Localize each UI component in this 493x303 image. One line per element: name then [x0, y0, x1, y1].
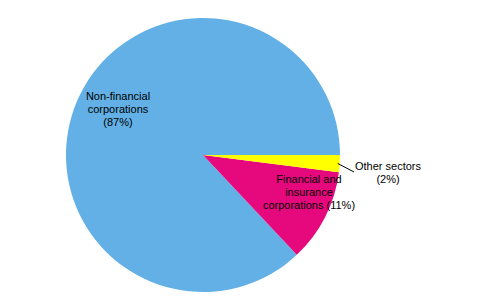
data-label: Other sectors(2%): [355, 160, 422, 185]
data-label: Financial andinsurancecorporations (11%): [263, 173, 355, 211]
leader-line: [338, 163, 354, 172]
slice: [203, 155, 340, 172]
category-label: Non-financial: [86, 90, 150, 102]
category-label: Financial and: [276, 173, 341, 185]
category-label: Other sectors: [355, 160, 422, 172]
value-label: (2%): [376, 173, 399, 185]
value-label: (87%): [103, 116, 132, 128]
chart: Non-financialcorporations(87%)Financial …: [0, 0, 493, 303]
pie: [66, 18, 340, 292]
slice: [203, 155, 339, 255]
data-label: Non-financialcorporations(87%): [86, 90, 150, 128]
category-label: insurance: [285, 186, 333, 198]
category-label: corporations: [88, 103, 149, 115]
category-label: corporations: [263, 199, 324, 211]
slice: [66, 18, 340, 292]
value-label: (11%): [323, 199, 355, 211]
